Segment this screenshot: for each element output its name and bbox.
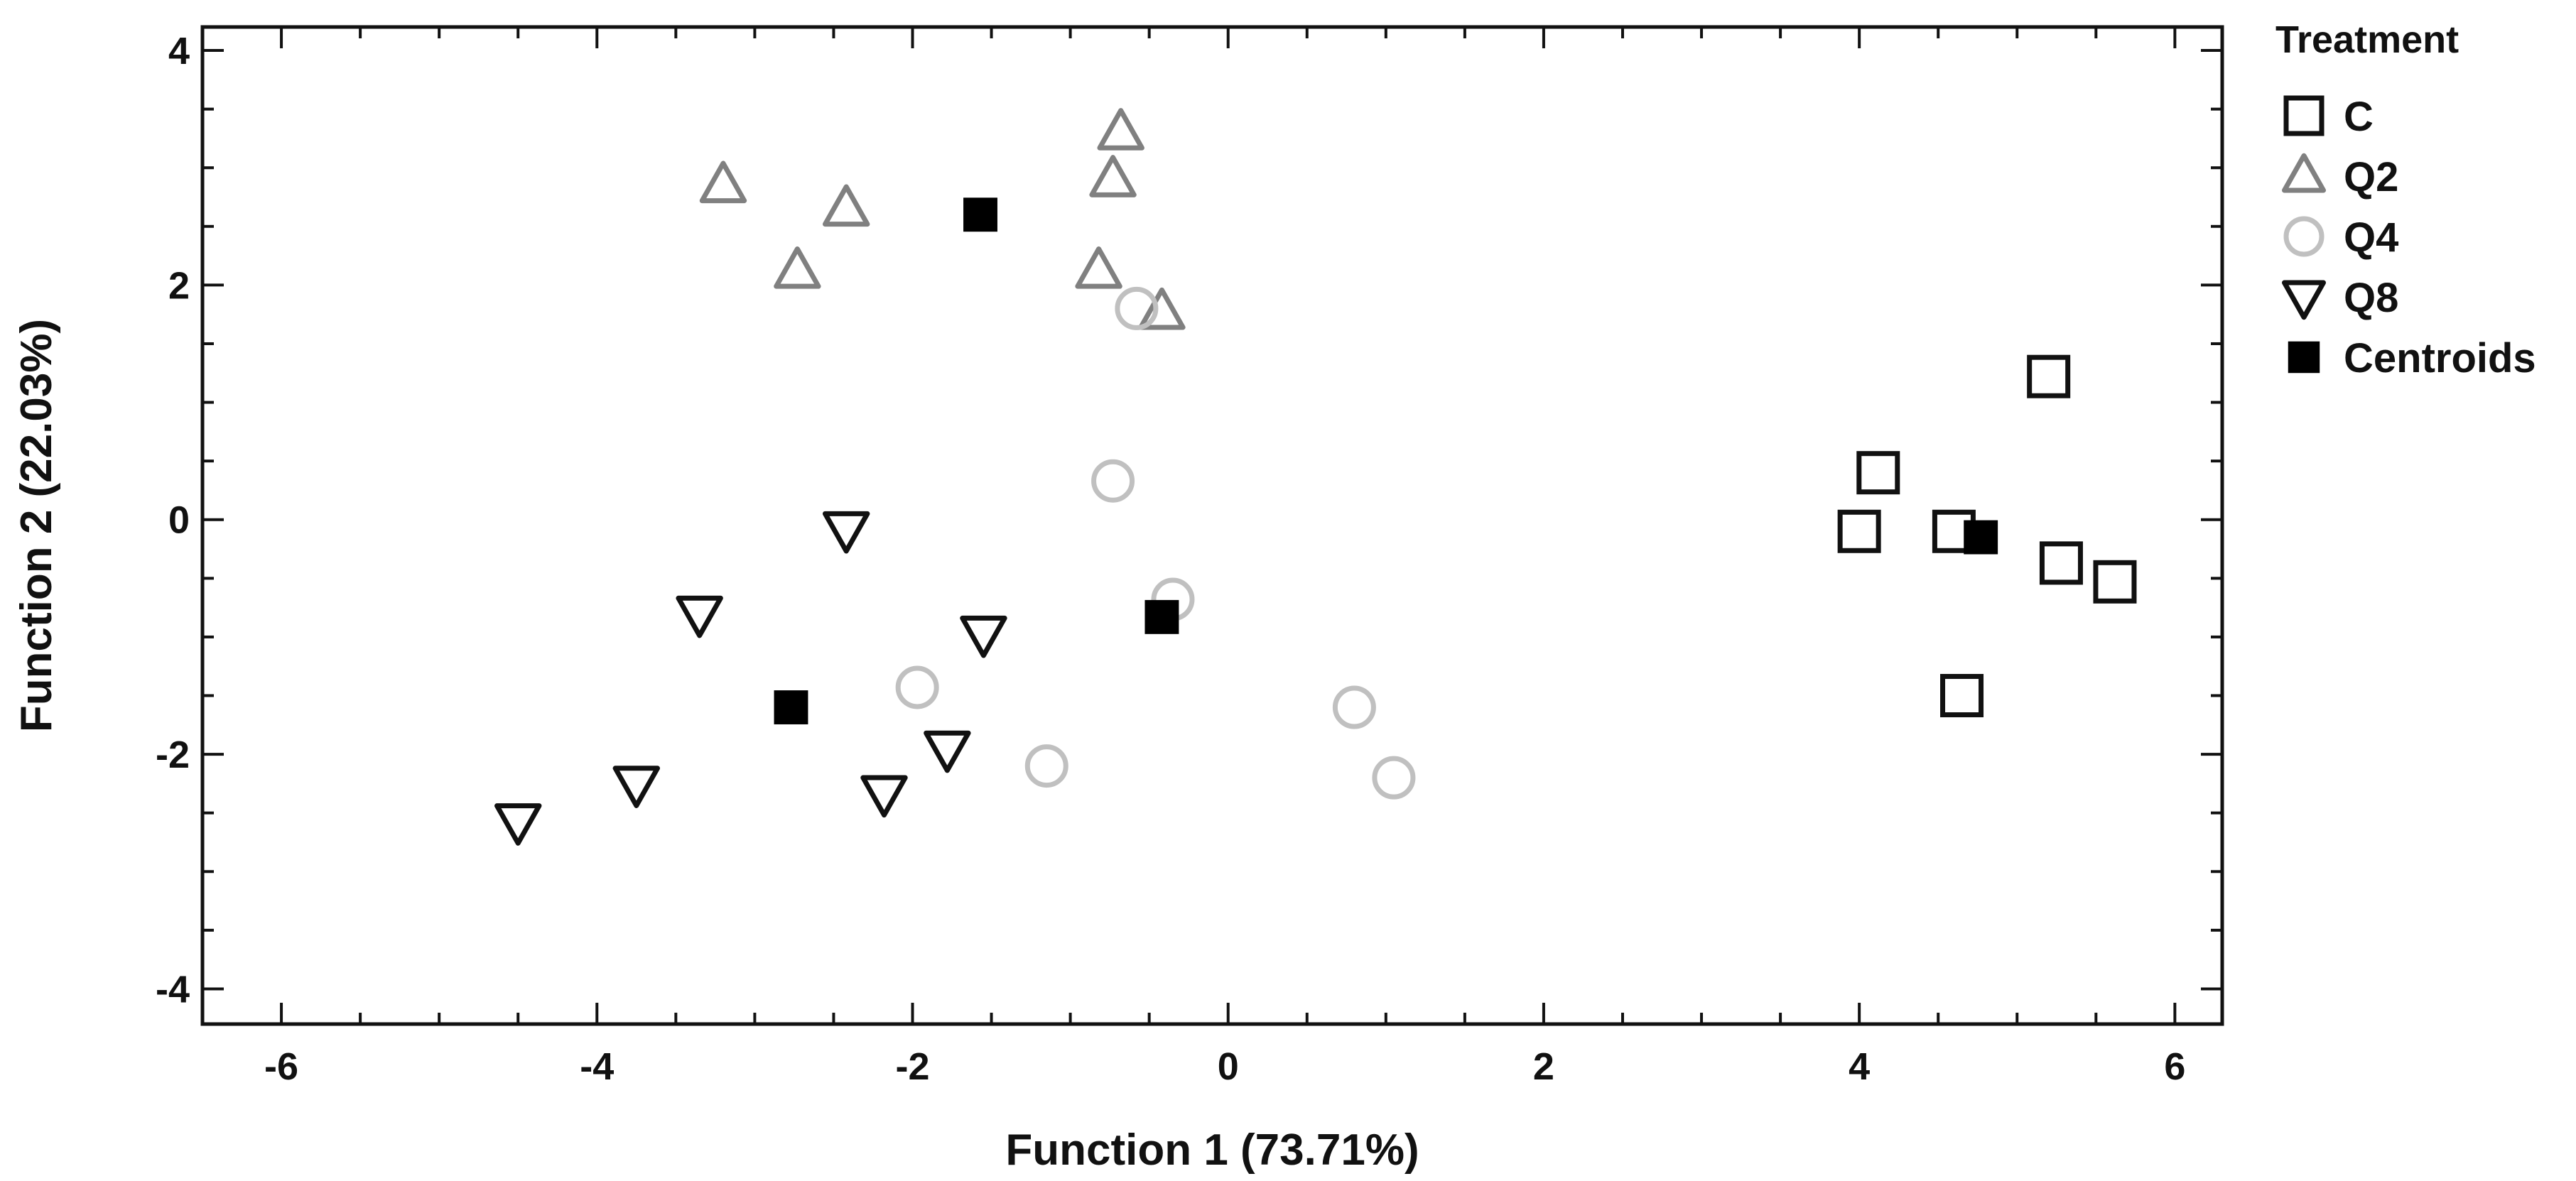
data-point-c: [1837, 509, 1881, 553]
data-point-q4: [1372, 756, 1416, 800]
data-point-c: [2027, 354, 2071, 398]
x-axis-title: Function 1 (73.71%): [1005, 1126, 1419, 1175]
legend: Treatment C Q2 Q4 Q8 Centroids: [2275, 18, 2536, 381]
legend-marker-q8: [2282, 280, 2326, 320]
data-point-q4: [1091, 459, 1135, 503]
data-point-q8: [676, 595, 723, 638]
data-point-centroids: [1144, 599, 1179, 634]
x-tick-label: 4: [1849, 1045, 1870, 1088]
data-point-centroids: [774, 690, 808, 724]
data-point-q8: [960, 615, 1007, 658]
data-point-c: [2039, 541, 2083, 585]
data-point-q4: [895, 665, 939, 709]
data-point-q8: [494, 803, 542, 846]
data-point-q2: [1097, 108, 1144, 151]
series-centroids: [774, 197, 1998, 724]
x-tick-label: -6: [264, 1045, 298, 1088]
series-q8: [494, 511, 1007, 846]
data-point-q2: [823, 184, 870, 227]
y-tick-label: 2: [168, 264, 190, 307]
y-tick-label: 4: [168, 30, 190, 72]
y-tick-label: -2: [156, 734, 190, 776]
legend-label-c: C: [2344, 94, 2374, 140]
data-point-c: [2093, 560, 2137, 604]
data-point-q8: [823, 511, 870, 554]
series-q4: [895, 286, 1416, 800]
data-point-q2: [1075, 246, 1122, 289]
y-tick-label: 0: [168, 499, 190, 542]
legend-label-q2: Q2: [2344, 154, 2398, 200]
legend-item-centroids: Centroids: [2288, 335, 2536, 381]
data-point-q2: [1089, 155, 1137, 197]
series-c: [1837, 354, 2137, 718]
legend-marker-q4: [2283, 216, 2325, 257]
y-axis-title: Function 2 (22.03%): [12, 319, 61, 732]
x-tick-label: 0: [1218, 1045, 1239, 1088]
legend-label-q8: Q8: [2344, 275, 2398, 321]
data-point-q4: [1115, 286, 1159, 330]
legend-title: Treatment: [2275, 18, 2459, 61]
legend-item-q4: Q4: [2283, 214, 2398, 261]
x-tick-label: -2: [895, 1045, 929, 1088]
data-point-q2: [774, 246, 821, 289]
series-q2: [699, 108, 1186, 330]
x-tick-label: 6: [2164, 1045, 2185, 1088]
legend-item-q2: Q2: [2282, 153, 2398, 200]
data-point-centroids: [963, 197, 997, 232]
legend-marker-c: [2283, 95, 2325, 136]
data-points: [494, 108, 2137, 846]
legend-item-q8: Q8: [2282, 275, 2398, 321]
data-point-c: [1856, 451, 1900, 495]
y-tick-label: -4: [156, 968, 190, 1011]
data-point-c: [1940, 674, 1984, 718]
data-point-q2: [1138, 287, 1186, 330]
data-point-centroids: [1964, 520, 1998, 555]
axes: -6 -4 -2 0 2 4 6 -4 -2 0 2 4: [156, 25, 2224, 1088]
data-point-q8: [860, 775, 908, 818]
data-point-q8: [612, 766, 661, 808]
legend-marker-q2: [2282, 153, 2326, 193]
legend-label-centroids: Centroids: [2344, 335, 2536, 381]
legend-marker-centroids: [2288, 341, 2320, 374]
legend-label-q4: Q4: [2344, 214, 2398, 261]
plot-frame: [200, 25, 2224, 1026]
data-point-q4: [1024, 744, 1068, 788]
x-tick-label: -4: [580, 1045, 614, 1088]
data-point-q4: [1332, 685, 1376, 729]
data-point-q2: [699, 160, 747, 204]
legend-item-c: C: [2283, 94, 2374, 140]
data-point-q8: [924, 730, 971, 773]
x-tick-label: 2: [1533, 1045, 1554, 1088]
